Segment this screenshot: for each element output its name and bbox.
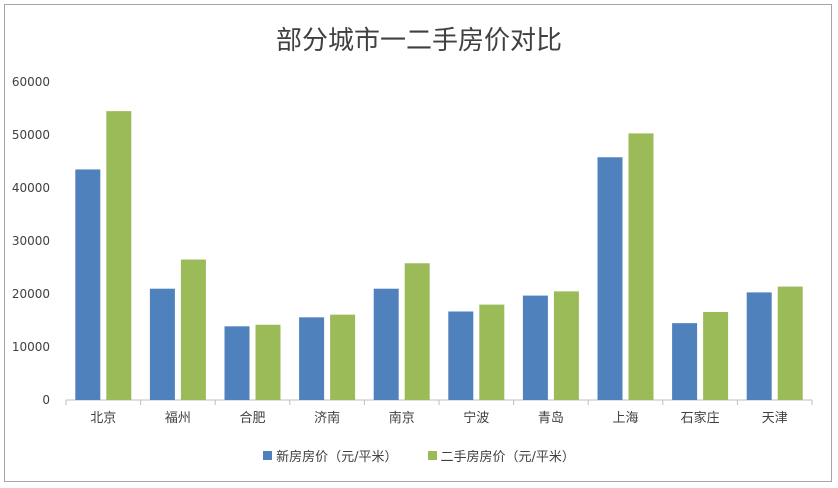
x-tick-label: 青岛: [538, 410, 564, 426]
x-tick-label: 南京: [389, 410, 415, 426]
legend-swatch-new: [263, 451, 273, 460]
x-tick-label: 宁波: [463, 410, 489, 426]
x-tick-label: 上海: [612, 411, 638, 426]
bar-used-price: [255, 324, 281, 400]
x-tick-label: 北京: [90, 411, 116, 426]
bar-used-price: [404, 263, 430, 400]
legend-label-new: 新房房价（元/平米）: [276, 450, 398, 465]
x-tick-label: 天津: [762, 411, 788, 426]
y-tick-label: 60000: [12, 75, 50, 89]
y-tick-label: 20000: [12, 287, 50, 301]
chart-frame: [4, 4, 832, 482]
y-tick-label: 0: [42, 393, 50, 407]
bar-new-price: [224, 326, 250, 400]
x-tick-label: 济南: [314, 410, 340, 426]
y-tick-label: 30000: [12, 234, 50, 248]
legend-item-used: 二手房房价（元/平米）: [427, 446, 575, 465]
bar-new-price: [746, 292, 772, 400]
bar-used-price: [106, 111, 132, 401]
bar-new-price: [373, 288, 399, 400]
bar-new-price: [149, 288, 175, 400]
bar-new-price: [75, 169, 101, 400]
legend-swatch-used: [427, 451, 437, 460]
bar-used-price: [330, 314, 356, 400]
chart-title: 部分城市一二手房价对比: [275, 26, 562, 56]
bar-new-price: [522, 295, 548, 400]
y-tick-label: 10000: [12, 340, 50, 354]
bar-used-price: [479, 304, 505, 400]
bar-new-price: [299, 317, 325, 400]
x-tick-label: 石家庄: [681, 410, 720, 426]
legend: 新房房价（元/平米） 二手房房价（元/平米）: [0, 446, 838, 465]
y-tick-label: 40000: [12, 181, 50, 195]
legend-label-used: 二手房房价（元/平米）: [440, 450, 575, 465]
bar-used-price: [777, 286, 803, 400]
bar-new-price: [448, 311, 474, 400]
x-tick-label: 合肥: [239, 411, 265, 426]
bar-used-price: [628, 133, 654, 400]
bar-used-price: [553, 291, 579, 400]
y-tick-label: 50000: [12, 128, 50, 142]
x-tick-label: 福州: [165, 411, 191, 426]
bar-used-price: [703, 312, 729, 400]
bar-used-price: [180, 259, 206, 400]
bar-new-price: [672, 323, 698, 400]
legend-item-new: 新房房价（元/平米）: [263, 446, 398, 465]
bar-new-price: [597, 157, 623, 400]
